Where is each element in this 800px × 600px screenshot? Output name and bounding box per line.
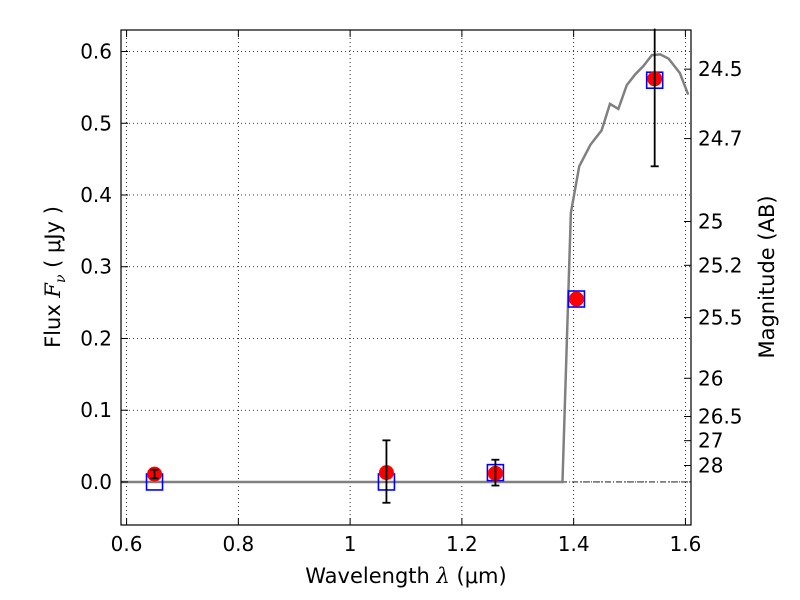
y-tick-label: 0.1 (80, 398, 112, 422)
magnitude-tick-label: 25.5 (698, 306, 743, 330)
magnitude-tick-label: 24.7 (698, 127, 743, 151)
y-tick-label: 0.4 (80, 183, 112, 207)
magnitude-tick-label: 24.5 (698, 57, 743, 81)
x-tick-label: 1 (344, 532, 357, 556)
observed-point (568, 291, 584, 307)
y-tick-label: 0.2 (80, 326, 112, 350)
magnitude-tick-label: 26 (698, 366, 723, 390)
observed-photometry (147, 28, 663, 504)
x-axis-label: Wavelength λ (μm) (305, 564, 506, 588)
model-spectrum (121, 53, 690, 484)
x-tick-label: 0.6 (111, 532, 143, 556)
y-tick-label: 0.5 (80, 111, 112, 135)
y-tick-label: 0.0 (80, 470, 112, 494)
x-axis-ticks: 0.6 0.8 1 1.2 1.4 1.6 (111, 30, 702, 556)
magnitude-tick-label: 26.5 (698, 405, 743, 429)
x-tick-label: 1.2 (446, 532, 478, 556)
magnitude-tick-label: 25.2 (698, 253, 743, 277)
x-tick-label: 1.6 (670, 532, 702, 556)
axes-frame (120, 29, 692, 526)
x-tick-label: 0.8 (222, 532, 254, 556)
model-spectrum-line (121, 53, 690, 484)
grid (121, 30, 691, 525)
model-photometry-square (567, 290, 586, 308)
y-tick-label: 0.3 (80, 255, 112, 279)
y-axis-label: Flux Fν ( μJy ) (41, 206, 69, 348)
magnitude-tick-label: 28 (698, 454, 723, 478)
magnitude-axis-label: Magnitude (AB) (755, 195, 779, 358)
magnitude-tick-label: 25 (698, 209, 723, 233)
plot-frame (120, 29, 692, 526)
model-photometry (145, 71, 664, 491)
x-tick-label: 1.4 (558, 532, 590, 556)
magnitude-tick-label: 27 (698, 429, 723, 453)
y-tick-label: 0.6 (80, 40, 112, 64)
y-axis-ticks: 0.0 0.1 0.2 0.3 0.4 0.5 0.6 (80, 40, 128, 494)
